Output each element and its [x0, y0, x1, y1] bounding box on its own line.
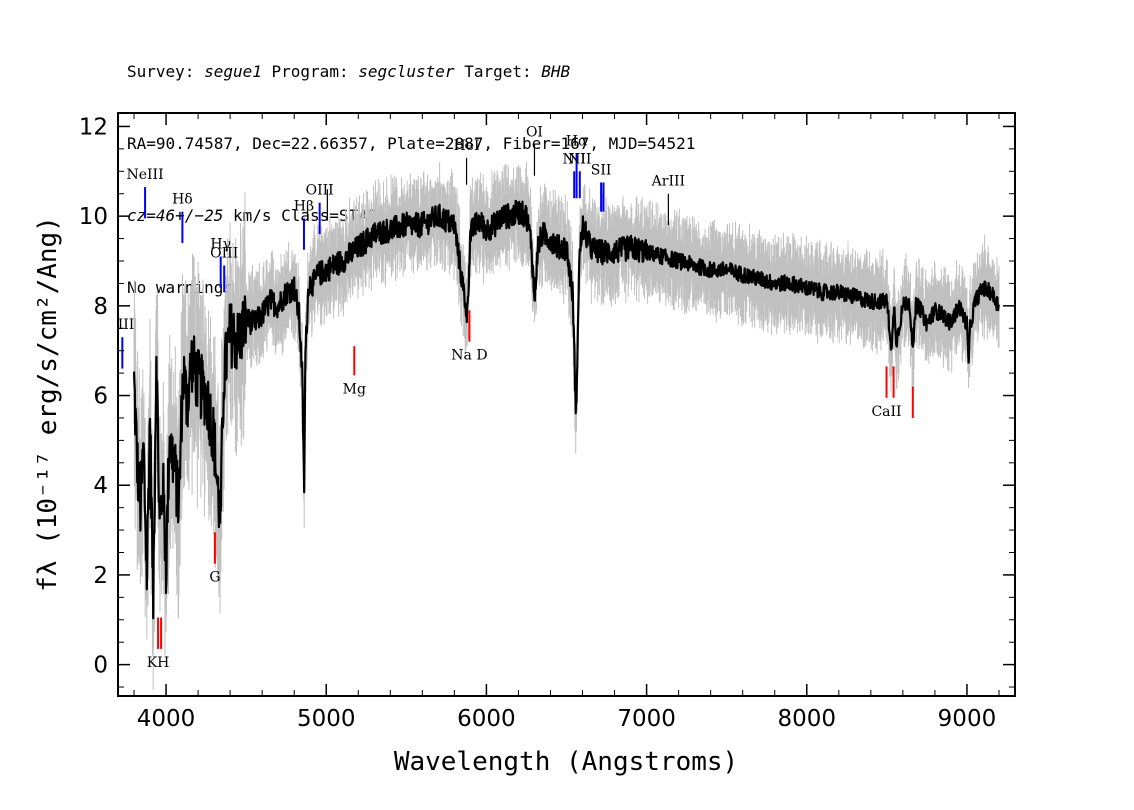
- program-value: segcluster: [358, 62, 455, 81]
- spectral-line-label: NeIII: [126, 167, 163, 183]
- x-tick-label: 7000: [617, 706, 676, 732]
- spectral-line-label: KH: [147, 655, 170, 671]
- spectral-line-label: SII: [591, 163, 612, 179]
- plot-frame: [117, 112, 1016, 697]
- redshift-value: cz=46+/−25: [127, 206, 224, 225]
- x-tick-label: 8000: [777, 706, 836, 732]
- spectrum-header: Survey: segue1 Program: segcluster Targe…: [127, 12, 695, 324]
- spectral-line-label: NII: [568, 151, 591, 167]
- spectral-line-label: G: [209, 570, 220, 586]
- spectral-line-label: Na D: [451, 348, 487, 364]
- spectral-line-label: Hβ: [294, 198, 314, 214]
- y-axis-label: fλ (10⁻¹⁷ erg/s/cm²/Ang): [33, 216, 63, 592]
- y-tick-label: 4: [93, 473, 108, 499]
- spectral-line-label: Hα: [566, 133, 588, 149]
- flux-error-band: [133, 162, 1000, 690]
- spectral-line-label: NII: [563, 151, 586, 167]
- program-label: Program:: [271, 62, 349, 81]
- spectral-line-label: OIII: [306, 183, 334, 199]
- line-marker-group: NeIIIHδHγOIIIHβOIIIHeIOINIIHαNIISIIArIII…: [118, 124, 914, 671]
- y-tick-label: 0: [93, 653, 108, 679]
- y-tick-label: 12: [79, 114, 108, 140]
- spectral-line-label: Hδ: [172, 192, 193, 208]
- y-tick-label: 10: [79, 204, 108, 230]
- error-band-group: [133, 162, 1000, 690]
- spectral-line-label: ArIII: [651, 174, 685, 190]
- y-tick-label: 6: [93, 384, 108, 410]
- spectral-line-label: Hγ: [210, 237, 231, 253]
- spectral-line-label: OI: [526, 124, 543, 140]
- x-tick-label: 6000: [457, 706, 516, 732]
- survey-label: Survey:: [127, 62, 195, 81]
- header-line-survey: Survey: segue1 Program: segcluster Targe…: [127, 60, 695, 84]
- x-tick-label: 9000: [938, 706, 997, 732]
- spectral-line-label: Mg: [343, 381, 366, 397]
- y-tick-label: 8: [93, 294, 108, 320]
- axis-ticks: 4000 5000 6000 7000 8000 9000 0 2 4 6 8 10 12: [79, 113, 1015, 732]
- y-tick-label: 2: [93, 563, 108, 589]
- flux-line: [132, 199, 1001, 620]
- spectral-line-label: CaII: [871, 404, 901, 420]
- flux-line-group: [132, 199, 1001, 620]
- spectral-line-label: OIII: [210, 245, 238, 261]
- target-value: BHB: [541, 62, 571, 81]
- spectral-line-label: III: [118, 317, 135, 333]
- x-axis-label: Wavelength (Angstroms): [394, 747, 738, 777]
- x-tick-label: 5000: [297, 706, 356, 732]
- target-label: Target:: [464, 62, 532, 81]
- spectral-line-label: HeI: [454, 138, 480, 154]
- header-line-coords: RA=90.74587, Dec=22.66357, Plate=2887, F…: [127, 134, 696, 153]
- survey-value: segue1: [204, 62, 262, 81]
- x-tick-label: 4000: [137, 706, 196, 732]
